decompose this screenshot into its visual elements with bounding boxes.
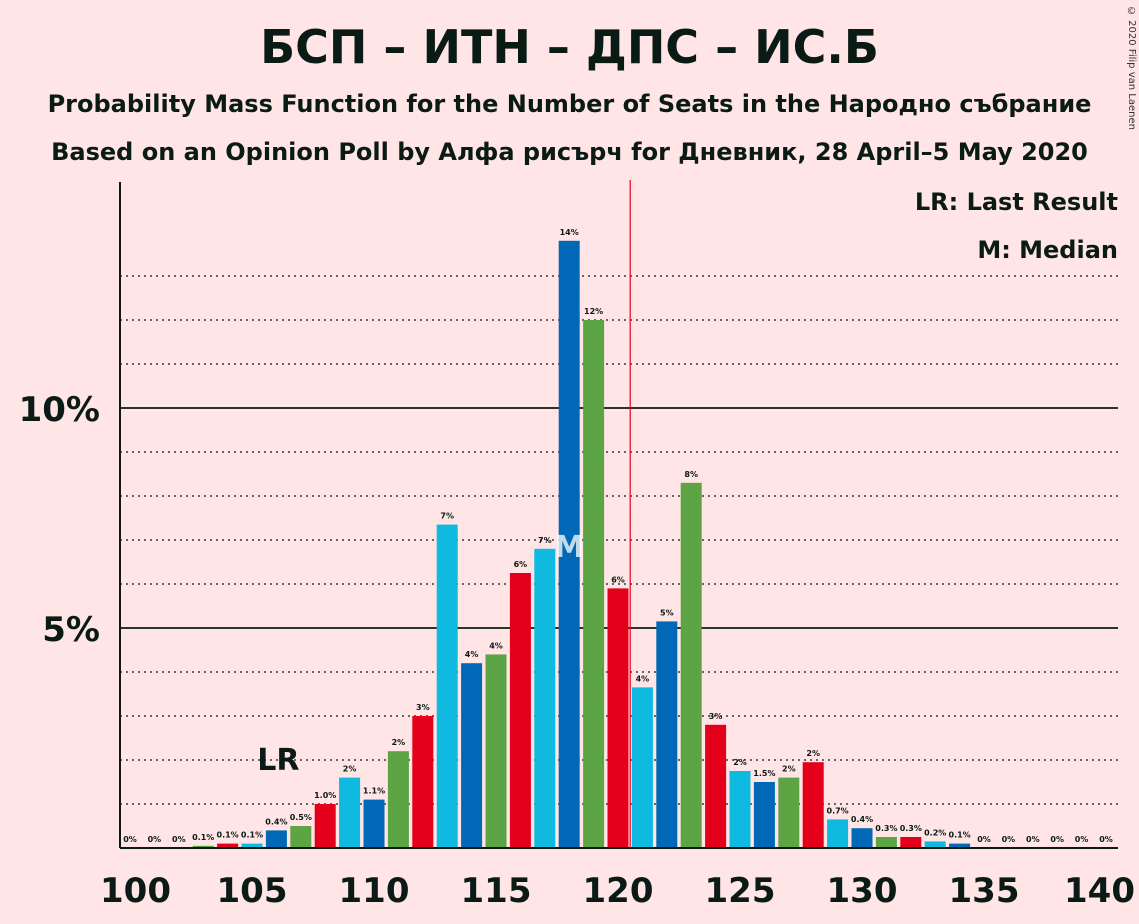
- last-result-marker: LR: [257, 743, 299, 778]
- data-label-100: 0%: [123, 835, 137, 844]
- data-label-104: 0.1%: [217, 831, 239, 840]
- bar-104: [217, 843, 239, 848]
- bar-115: [485, 654, 507, 848]
- x-tick-label-125: 125: [705, 871, 776, 911]
- data-label-113: 7%: [440, 512, 454, 521]
- data-label-123: 8%: [684, 470, 698, 479]
- data-label-140: 0%: [1099, 835, 1113, 844]
- chart-subtitle-source: Based on an Opinion Poll by Алфа рисърч …: [51, 138, 1088, 166]
- x-tick-label-130: 130: [827, 871, 898, 911]
- data-label-133: 0.2%: [924, 828, 946, 837]
- data-label-139: 0%: [1075, 835, 1089, 844]
- data-label-120: 6%: [611, 575, 625, 584]
- data-label-109: 2%: [343, 765, 357, 774]
- bar-114: [461, 663, 483, 848]
- bar-123: [680, 482, 702, 848]
- bar-110: [363, 799, 385, 848]
- data-label-126: 1.5%: [753, 769, 775, 778]
- data-label-102: 0%: [172, 835, 186, 844]
- data-label-134: 0.1%: [949, 831, 971, 840]
- bar-109: [339, 777, 361, 848]
- bar-107: [290, 826, 312, 848]
- bars: [192, 240, 971, 849]
- data-label-106: 0.4%: [265, 817, 287, 826]
- bar-133: [924, 841, 946, 848]
- x-tick-label-115: 115: [461, 871, 532, 911]
- bar-122: [656, 621, 678, 848]
- x-tick-label-140: 140: [1064, 871, 1135, 911]
- data-label-111: 2%: [392, 738, 406, 747]
- axes: 100 105 110 115 120 125 130 135 140 5% 10%: [19, 182, 1135, 911]
- data-label-110: 1.1%: [363, 787, 385, 796]
- data-label-103: 0.1%: [192, 833, 214, 842]
- x-tick-label-120: 120: [583, 871, 654, 911]
- bar-121: [631, 687, 653, 848]
- data-label-127: 2%: [782, 765, 796, 774]
- bar-103: [192, 845, 214, 848]
- data-label-138: 0%: [1050, 835, 1064, 844]
- data-label-105: 0.1%: [241, 831, 263, 840]
- x-tick-label-100: 100: [100, 871, 171, 911]
- bar-120: [607, 588, 629, 848]
- bar-105: [241, 843, 263, 848]
- chart-subtitle: Probability Mass Function for the Number…: [47, 90, 1092, 118]
- copyright-note: © 2020 Filip van Laenen: [1126, 6, 1137, 130]
- bar-111: [387, 751, 409, 848]
- x-tick-label-105: 105: [217, 871, 288, 911]
- data-label-101: 0%: [148, 835, 162, 844]
- data-labels: 0% 0% 0% 0.1% 0.1% 0.1%0.4% 0.5%1.0%2%1.1%2%3%…: [123, 228, 1113, 844]
- bar-125: [729, 771, 751, 848]
- y-tick-label-5: 5%: [42, 610, 100, 650]
- data-label-121: 4%: [636, 674, 650, 683]
- data-label-117: 7%: [538, 536, 552, 545]
- legend-last-result: LR: Last Result: [915, 188, 1118, 216]
- data-label-118: 14%: [560, 228, 579, 237]
- data-label-108: 1.0%: [314, 791, 336, 800]
- bar-118: [558, 240, 580, 849]
- data-label-137: 0%: [1026, 835, 1040, 844]
- legend-median: M: Median: [977, 236, 1118, 264]
- data-label-129: 0.7%: [827, 806, 849, 815]
- bar-106: [265, 830, 287, 848]
- data-label-132: 0.3%: [900, 824, 922, 833]
- annotations: LR M: [257, 180, 631, 848]
- bar-119: [583, 320, 605, 848]
- bar-113: [436, 524, 458, 848]
- bar-132: [900, 837, 922, 848]
- data-label-114: 4%: [465, 650, 479, 659]
- chart-title: БСП – ИТН – ДПС – ИС.Б: [260, 20, 879, 74]
- data-label-136: 0%: [1002, 835, 1016, 844]
- data-label-130: 0.4%: [851, 815, 873, 824]
- bar-130: [851, 828, 873, 848]
- bar-134: [949, 843, 971, 848]
- data-label-115: 4%: [489, 641, 503, 650]
- bar-117: [534, 548, 556, 848]
- data-label-116: 6%: [514, 560, 528, 569]
- bar-126: [753, 782, 775, 848]
- bar-124: [705, 724, 727, 848]
- data-label-128: 2%: [806, 749, 820, 758]
- data-label-122: 5%: [660, 608, 674, 617]
- data-label-119: 12%: [584, 307, 603, 316]
- bar-131: [875, 837, 897, 848]
- data-label-107: 0.5%: [290, 813, 312, 822]
- data-label-124: 3%: [709, 712, 723, 721]
- bar-116: [509, 573, 531, 848]
- bar-128: [802, 762, 824, 848]
- median-marker: M: [554, 530, 584, 565]
- bar-108: [314, 804, 336, 848]
- y-tick-label-10: 10%: [19, 390, 100, 430]
- x-tick-label-110: 110: [339, 871, 410, 911]
- bar-127: [778, 777, 800, 848]
- data-label-112: 3%: [416, 703, 430, 712]
- x-tick-label-135: 135: [949, 871, 1020, 911]
- data-label-125: 2%: [733, 758, 747, 767]
- bar-112: [412, 716, 434, 848]
- data-label-135: 0%: [977, 835, 991, 844]
- bar-129: [827, 819, 849, 848]
- data-label-131: 0.3%: [875, 824, 897, 833]
